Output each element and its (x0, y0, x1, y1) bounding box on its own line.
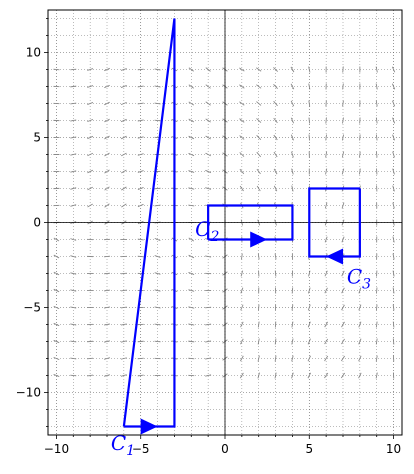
y-tick-label: 0 (33, 216, 41, 230)
field-segment (376, 288, 377, 294)
x-tick-label: 5 (305, 442, 313, 456)
field-segment (360, 135, 361, 141)
field-segment (292, 288, 293, 294)
field-segment (104, 256, 110, 257)
field-segment (70, 69, 76, 70)
y-tick-label: 5 (33, 131, 41, 145)
field-segment (258, 305, 259, 311)
field-segment (343, 67, 344, 73)
field-segment (155, 120, 161, 121)
field-segment (155, 341, 161, 342)
field-segment (205, 307, 211, 308)
x-tick-label: −10 (44, 442, 69, 456)
x-tick-label: 10 (386, 442, 401, 456)
field-segment (393, 322, 394, 328)
field-segment (121, 273, 127, 274)
field-segment (376, 152, 377, 158)
field-segment (188, 358, 194, 359)
y-tick-label: −10 (16, 386, 41, 400)
x-tick-label: 0 (221, 442, 229, 456)
y-tick-label: −5 (23, 301, 41, 315)
field-segment (138, 69, 144, 70)
field-segment (155, 188, 161, 189)
field-segment (87, 341, 93, 342)
field-segment (53, 69, 59, 70)
field-segment (138, 256, 144, 257)
field-segment (275, 271, 276, 277)
field-segment (326, 118, 327, 124)
field-segment (393, 339, 394, 345)
y-tick-label: 10 (26, 46, 41, 60)
